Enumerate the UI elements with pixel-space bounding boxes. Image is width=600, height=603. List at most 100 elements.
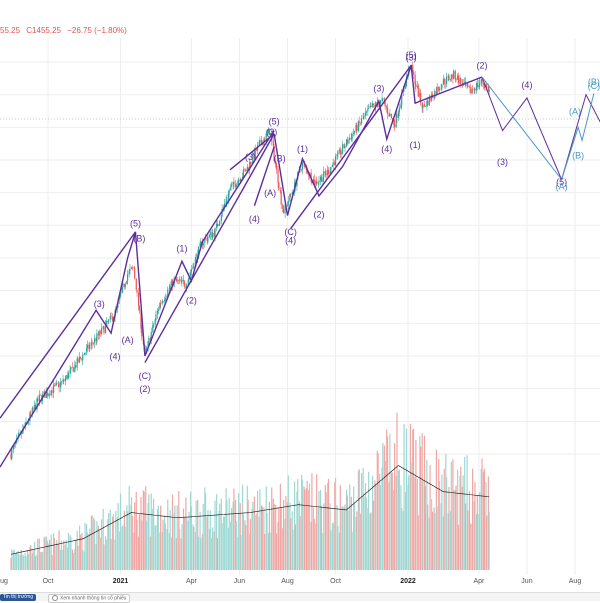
candle-body	[334, 156, 337, 166]
candle-body	[128, 270, 130, 275]
candle-body	[79, 357, 81, 359]
candle-body	[148, 337, 150, 342]
volume-bar	[330, 530, 332, 570]
candle-body	[140, 310, 142, 329]
volume-bar	[402, 510, 404, 570]
volume-bar	[247, 499, 249, 570]
candle-body	[370, 105, 372, 107]
volume-bar	[131, 515, 133, 570]
candle-body	[483, 84, 486, 88]
volume-bar	[449, 511, 452, 570]
volume-bar	[242, 514, 244, 570]
candle-body	[273, 145, 275, 161]
volume-bar	[190, 506, 193, 570]
candle-body	[475, 83, 478, 91]
volume-bar	[475, 514, 478, 570]
candle-body	[343, 144, 345, 149]
candle-body	[187, 279, 189, 285]
volume-bar	[282, 499, 285, 570]
volume-bar	[301, 479, 304, 570]
volume-bar	[122, 525, 124, 570]
candle-body	[349, 137, 351, 140]
volume-bar	[258, 516, 260, 570]
candle-body	[319, 176, 322, 181]
x-tick-label: Apr	[186, 578, 198, 585]
candle-body	[296, 179, 298, 187]
candle-body	[478, 84, 480, 88]
volume-bar	[311, 473, 313, 570]
volume-bar	[234, 500, 237, 570]
volume-ma-line	[10, 465, 490, 555]
volume-bar	[271, 487, 273, 570]
volume-bar	[376, 450, 378, 570]
volume-bar	[199, 512, 201, 570]
candle-body	[216, 223, 218, 228]
volume-bar	[369, 513, 371, 570]
volume-bar	[305, 488, 308, 570]
market-news-button[interactable]: Tin thị trường	[0, 594, 37, 601]
candle-body	[58, 383, 60, 388]
candle-body	[166, 295, 168, 298]
candle-body	[145, 347, 148, 351]
candle-body	[390, 113, 393, 119]
candle-body	[279, 190, 282, 192]
volume-bar	[370, 512, 372, 570]
candle-body	[260, 140, 263, 144]
candle-body	[206, 237, 208, 242]
volume-bar	[67, 547, 69, 570]
candle-body	[183, 281, 185, 287]
volume-bar	[152, 508, 154, 570]
candle-body	[365, 111, 367, 113]
candle-body	[46, 392, 48, 396]
volume-bar	[455, 485, 457, 570]
volume-bar	[26, 551, 29, 570]
volume-bar	[237, 536, 239, 570]
candle-body	[98, 330, 100, 336]
volume-bar	[142, 490, 144, 570]
volume-bar	[150, 493, 152, 570]
candle-body	[363, 115, 365, 119]
volume-bar	[485, 482, 487, 570]
volume-bar	[197, 536, 200, 570]
volume-bar	[395, 475, 397, 570]
candle-body	[450, 74, 452, 80]
candle-body	[70, 366, 72, 370]
close-fragment: 55.25	[0, 26, 21, 35]
volume-bar	[480, 468, 482, 570]
candle-body	[428, 96, 430, 106]
volume-bar	[112, 513, 115, 570]
volume-bar	[375, 483, 377, 570]
candle-body	[419, 92, 421, 97]
candle-body	[22, 428, 24, 434]
candle-body	[57, 382, 59, 384]
candle-body	[31, 408, 33, 414]
candle-body	[480, 79, 482, 84]
volume-bar	[31, 553, 33, 570]
volume-bar	[452, 459, 454, 570]
candle-body	[244, 169, 246, 171]
wave-label: (C)	[284, 227, 297, 237]
volume-bar	[433, 507, 435, 570]
volume-bar	[100, 537, 102, 570]
stock-search-button[interactable]: Xem nhanh thông tin cổ phiếu	[48, 594, 131, 603]
candle-body	[267, 129, 270, 133]
volume-bar	[38, 538, 40, 570]
volume-bar	[49, 539, 51, 570]
candle-body	[322, 177, 324, 182]
candle-body	[447, 75, 449, 77]
volume-bar	[379, 473, 381, 570]
volume-bar	[171, 537, 173, 570]
candle-body	[454, 70, 456, 80]
volume-bar	[453, 490, 455, 570]
volume-bar	[121, 526, 123, 570]
candle-body	[434, 90, 436, 98]
volume-bar	[245, 525, 247, 570]
candle-body	[90, 342, 92, 346]
volume-bar	[279, 483, 282, 570]
candle-body	[398, 107, 400, 113]
volume-bar	[422, 480, 424, 570]
wave-line	[290, 64, 412, 230]
volume-bar	[381, 467, 383, 570]
